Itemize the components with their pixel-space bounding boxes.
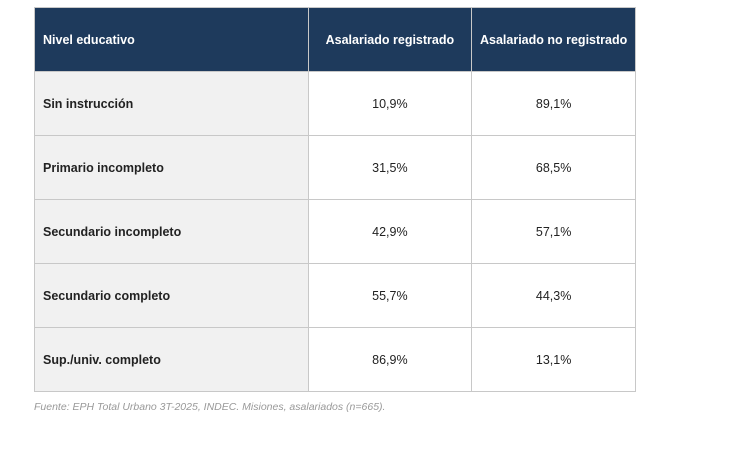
level-cell: Primario incompleto	[34, 135, 309, 200]
table-row: Primario incompleto 31,5% 68,5%	[34, 135, 636, 200]
unregistered-cell: 68,5%	[471, 135, 636, 200]
unregistered-cell: 57,1%	[471, 199, 636, 264]
unregistered-cell: 13,1%	[471, 327, 636, 392]
table-row: Secundario incompleto 42,9% 57,1%	[34, 199, 636, 264]
header-asalariado-no-registrado: Asalariado no registrado	[471, 7, 636, 72]
registered-cell: 42,9%	[307, 199, 473, 264]
level-cell: Secundario completo	[34, 263, 309, 328]
education-employment-table: Nivel educativo Asalariado registrado As…	[34, 7, 636, 392]
unregistered-cell: 89,1%	[471, 71, 636, 136]
table-row: Secundario completo 55,7% 44,3%	[34, 263, 636, 328]
level-cell: Secundario incompleto	[34, 199, 309, 264]
registered-cell: 10,9%	[307, 71, 473, 136]
source-caption: Fuente: EPH Total Urbano 3T-2025, INDEC.…	[34, 401, 386, 413]
header-row: Nivel educativo Asalariado registrado As…	[34, 7, 636, 72]
level-cell: Sin instrucción	[34, 71, 309, 136]
level-cell: Sup./univ. completo	[34, 327, 309, 392]
header-nivel-educativo: Nivel educativo	[34, 7, 309, 72]
unregistered-cell: 44,3%	[471, 263, 636, 328]
registered-cell: 86,9%	[307, 327, 473, 392]
header-asalariado-registrado: Asalariado registrado	[307, 7, 473, 72]
table-row: Sup./univ. completo 86,9% 13,1%	[34, 327, 636, 392]
table-row: Sin instrucción 10,9% 89,1%	[34, 71, 636, 136]
registered-cell: 31,5%	[307, 135, 473, 200]
registered-cell: 55,7%	[307, 263, 473, 328]
